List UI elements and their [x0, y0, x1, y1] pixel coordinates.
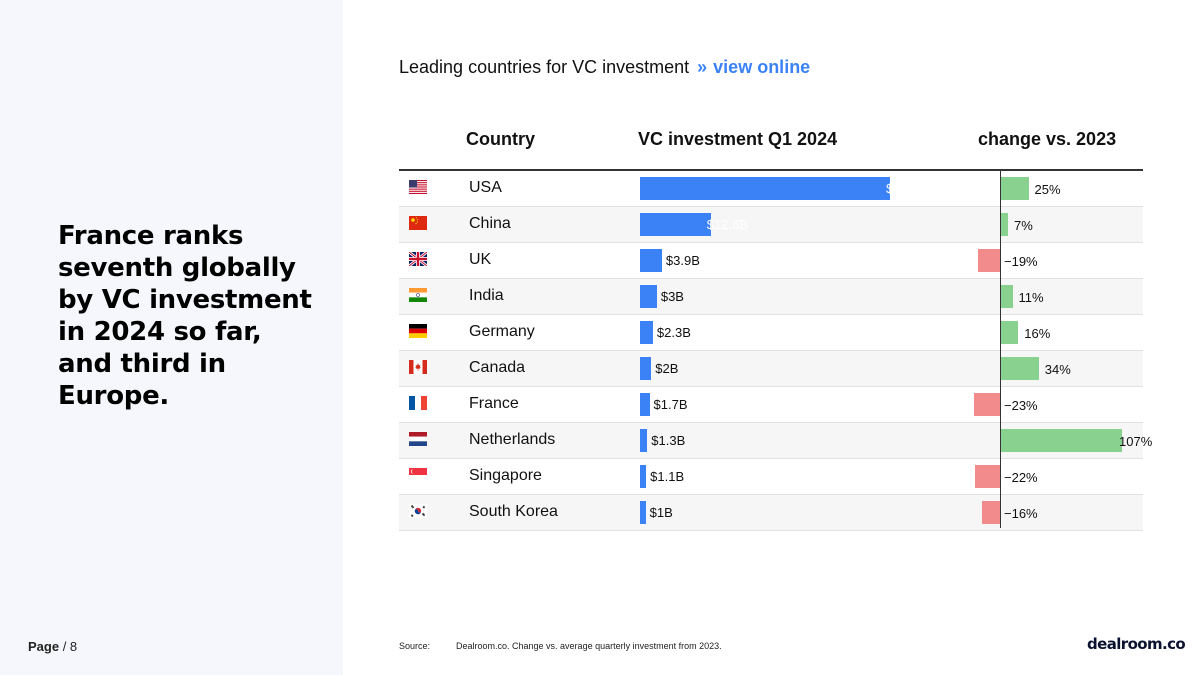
change-bar [1000, 177, 1029, 200]
column-header-country: Country [466, 129, 535, 149]
table-row: China $12.6B 7% [399, 207, 1143, 243]
table-row: South Korea $1B −16% [399, 495, 1143, 531]
change-label: 25% [1034, 182, 1061, 197]
change-bar [973, 393, 1000, 416]
us-flag-icon [409, 180, 427, 194]
change-label: 11% [1018, 290, 1044, 305]
page-number: / 8 [62, 639, 78, 654]
kr-flag-icon [409, 504, 427, 518]
investment-bar [640, 393, 650, 416]
table-row: Singapore $1.1B −22% [399, 459, 1143, 495]
investment-label: $1.3B [651, 433, 686, 448]
view-online-link[interactable]: view online [713, 57, 811, 77]
change-bar [1000, 213, 1008, 236]
change-label: 107% [1119, 434, 1153, 449]
change-bar [974, 465, 1000, 488]
table-row: Germany $2.3B 16% [399, 315, 1143, 351]
change-bar [978, 249, 1000, 272]
investment-bar [640, 501, 646, 524]
investment-bar [640, 357, 652, 380]
change-label: 34% [1044, 362, 1071, 377]
column-header-change: change vs. 2023 [978, 129, 1117, 149]
change-bar [981, 501, 1000, 524]
country-name: South Korea [469, 503, 558, 520]
table-row: USA $44.5B 25% [399, 171, 1143, 207]
investment-bar [640, 213, 711, 236]
page-indicator: Page / 8 [28, 639, 77, 654]
investment-bar [640, 249, 662, 272]
fr-flag-icon [409, 396, 427, 410]
change-bar [1000, 321, 1019, 344]
country-name: Canada [469, 359, 526, 376]
investment-bar [640, 285, 657, 308]
gb-flag-icon [409, 252, 427, 266]
in-flag-icon [409, 288, 427, 302]
investment-bar [640, 321, 653, 344]
investment-label: $3B [660, 289, 684, 304]
headline: France ranks seventh globally by VC inve… [58, 221, 312, 411]
de-flag-icon [409, 324, 427, 338]
header-rule [399, 169, 1143, 171]
country-name: Singapore [469, 467, 542, 484]
nl-flag-icon [409, 432, 427, 446]
change-bar [1000, 429, 1122, 452]
change-label: −19% [1004, 254, 1038, 269]
column-header-investment: VC investment Q1 2024 [638, 129, 838, 149]
page-label: Page [28, 639, 60, 654]
dealroom-logo: dealroom.co [1087, 635, 1186, 653]
source-label: Source: [399, 641, 431, 651]
change-bar [1000, 285, 1013, 308]
country-name: Germany [469, 323, 535, 340]
sg-flag-icon [409, 468, 427, 482]
investment-label: $1B [649, 505, 673, 520]
country-name: USA [469, 179, 502, 196]
country-name: Netherlands [469, 431, 556, 448]
investment-label: $44.5B [886, 181, 928, 196]
change-label: −22% [1004, 470, 1038, 485]
investment-label: $2.3B [656, 325, 691, 340]
ca-flag-icon [409, 360, 427, 374]
change-label: 16% [1024, 326, 1051, 341]
table-row: India $3B 11% [399, 279, 1143, 315]
country-name: UK [469, 251, 492, 268]
left-panel: France ranks seventh globally by VC inve… [0, 0, 343, 675]
chart-title-text: Leading countries for VC investment [399, 57, 690, 77]
investment-bar [640, 465, 647, 488]
table-row: UK $3.9B −19% [399, 243, 1143, 279]
investment-bar [640, 429, 648, 452]
change-label: −16% [1004, 506, 1038, 521]
chevron-right-icon: » [697, 57, 708, 77]
country-name: India [469, 287, 504, 304]
investment-label: $3.9B [665, 253, 700, 268]
country-name: France [469, 395, 519, 412]
investment-label: $1.7B [653, 397, 688, 412]
cn-flag-icon [409, 216, 427, 230]
source-text: Dealroom.co. Change vs. average quarterl… [456, 641, 722, 651]
country-name: China [469, 215, 511, 232]
investment-label: $1.1B [650, 469, 685, 484]
change-bar [1000, 357, 1039, 380]
change-zero-axis [1000, 170, 1001, 528]
investment-label: $12.6B [706, 217, 748, 232]
table-row: France $1.7B −23% [399, 387, 1143, 423]
table-row: Canada $2B 34% [399, 351, 1143, 387]
investment-bar [640, 177, 890, 200]
change-label: −23% [1004, 398, 1038, 413]
change-label: 7% [1013, 218, 1033, 233]
chart-title: Leading countries for VC investment » view… [399, 57, 810, 78]
table-row: Netherlands $1.3B 107% [399, 423, 1152, 459]
investment-label: $2B [655, 361, 679, 376]
